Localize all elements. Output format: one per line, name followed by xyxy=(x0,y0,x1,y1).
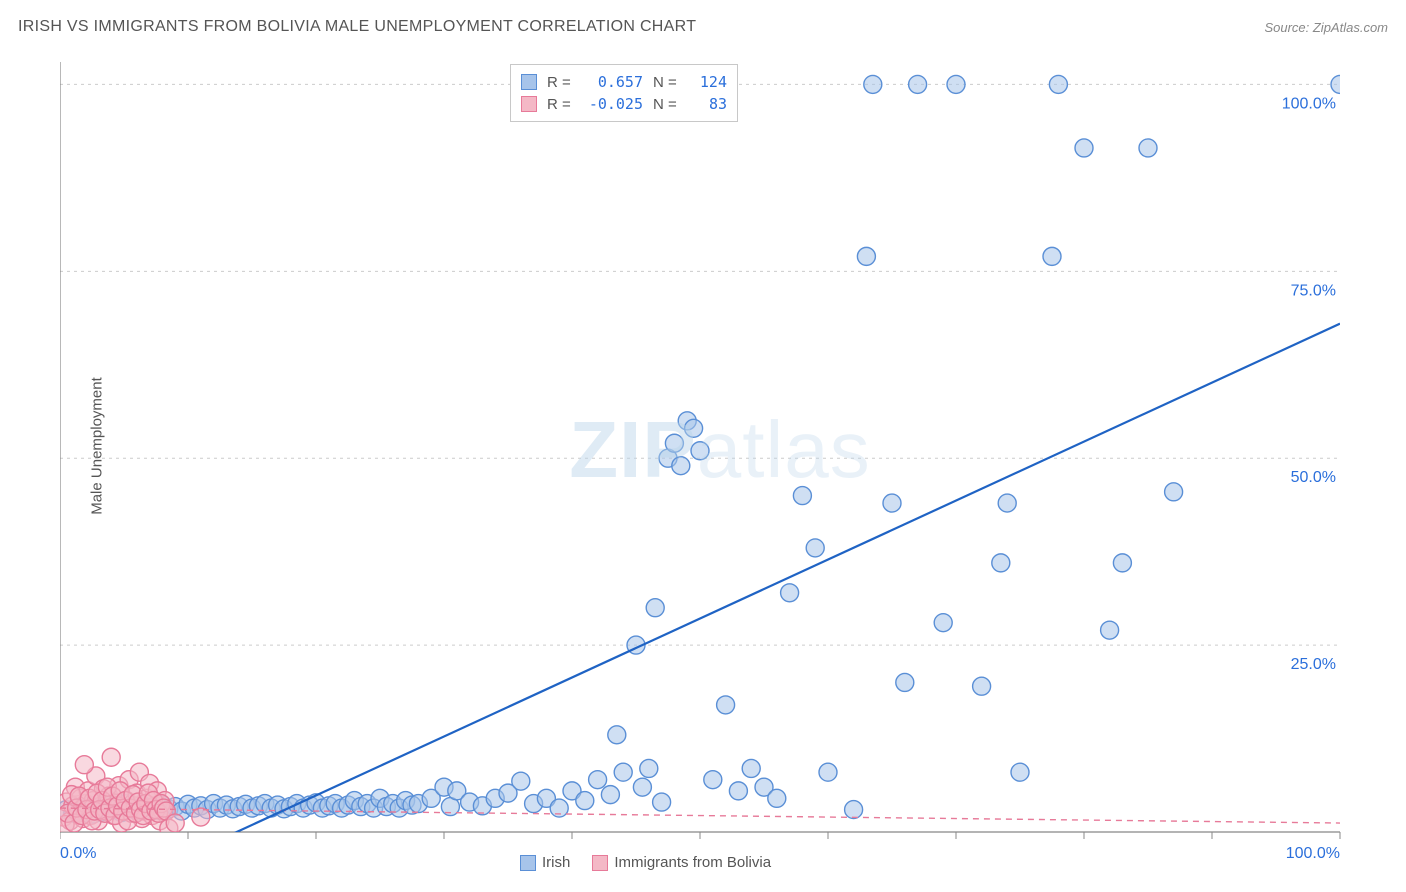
data-point xyxy=(646,599,664,617)
data-point xyxy=(672,457,690,475)
data-point xyxy=(608,726,626,744)
source-attribution: Source: ZipAtlas.com xyxy=(1264,20,1388,35)
svg-text:100.0%: 100.0% xyxy=(1286,845,1340,862)
data-point xyxy=(742,759,760,777)
stat-label-n: N = xyxy=(653,74,679,91)
legend-swatch xyxy=(520,855,536,871)
legend-swatch xyxy=(521,74,537,90)
legend-item: Irish xyxy=(520,854,570,871)
stat-label-r: R = xyxy=(547,74,573,91)
stat-value-r: -0.025 xyxy=(583,95,643,113)
data-point xyxy=(1165,483,1183,501)
legend-swatch xyxy=(521,96,537,112)
data-point xyxy=(934,614,952,632)
data-point xyxy=(1049,75,1067,93)
data-point xyxy=(1113,554,1131,572)
data-point xyxy=(819,763,837,781)
legend-label: Immigrants from Bolivia xyxy=(614,854,771,871)
data-point xyxy=(685,419,703,437)
data-point xyxy=(806,539,824,557)
data-point xyxy=(896,673,914,691)
data-point xyxy=(1075,139,1093,157)
svg-text:75.0%: 75.0% xyxy=(1291,282,1336,299)
data-point xyxy=(973,677,991,695)
stats-row: R = -0.025 N = 83 xyxy=(521,93,727,115)
svg-text:25.0%: 25.0% xyxy=(1291,656,1336,673)
series-legend: Irish Immigrants from Bolivia xyxy=(520,854,771,871)
regression-line xyxy=(188,324,1340,855)
data-point xyxy=(1011,763,1029,781)
legend-item: Immigrants from Bolivia xyxy=(592,854,771,871)
data-point xyxy=(729,782,747,800)
data-point xyxy=(793,487,811,505)
data-point xyxy=(845,801,863,819)
data-point xyxy=(998,494,1016,512)
svg-text:0.0%: 0.0% xyxy=(60,845,96,862)
stats-row: R = 0.657 N = 124 xyxy=(521,71,727,93)
data-point xyxy=(665,434,683,452)
stat-value-n: 83 xyxy=(689,95,727,113)
data-point xyxy=(166,814,184,832)
data-point xyxy=(1139,139,1157,157)
data-point xyxy=(909,75,927,93)
data-point xyxy=(640,759,658,777)
data-point xyxy=(601,786,619,804)
data-point xyxy=(992,554,1010,572)
data-point xyxy=(717,696,735,714)
chart-title: IRISH VS IMMIGRANTS FROM BOLIVIA MALE UN… xyxy=(18,18,696,36)
data-point xyxy=(947,75,965,93)
chart-container: 25.0%50.0%75.0%100.0%0.0%100.0% ZIPatlas… xyxy=(60,50,1380,850)
stat-value-r: 0.657 xyxy=(583,73,643,91)
data-point xyxy=(75,756,93,774)
data-point xyxy=(614,763,632,781)
data-point xyxy=(576,792,594,810)
data-point xyxy=(653,793,671,811)
data-point xyxy=(768,789,786,807)
data-point xyxy=(1043,247,1061,265)
svg-text:50.0%: 50.0% xyxy=(1291,469,1336,486)
stat-value-n: 124 xyxy=(689,73,727,91)
data-point xyxy=(704,771,722,789)
svg-text:100.0%: 100.0% xyxy=(1282,95,1336,112)
data-point xyxy=(883,494,901,512)
data-point xyxy=(857,247,875,265)
data-point xyxy=(102,748,120,766)
data-point xyxy=(589,771,607,789)
data-point xyxy=(781,584,799,602)
data-point xyxy=(633,778,651,796)
data-point xyxy=(864,75,882,93)
data-point xyxy=(1331,75,1349,93)
legend-swatch xyxy=(592,855,608,871)
data-point xyxy=(1101,621,1119,639)
stat-label-n: N = xyxy=(653,96,679,113)
data-point xyxy=(512,772,530,790)
data-point xyxy=(691,442,709,460)
scatter-chart: 25.0% 50.0% 75.0% 100.0% 0.0% 100.0% xyxy=(60,50,1380,872)
legend-label: Irish xyxy=(542,854,570,871)
correlation-stats-legend: R = 0.657 N = 124 R = -0.025 N = 83 xyxy=(510,64,738,122)
stat-label-r: R = xyxy=(547,96,573,113)
data-point xyxy=(192,808,210,826)
